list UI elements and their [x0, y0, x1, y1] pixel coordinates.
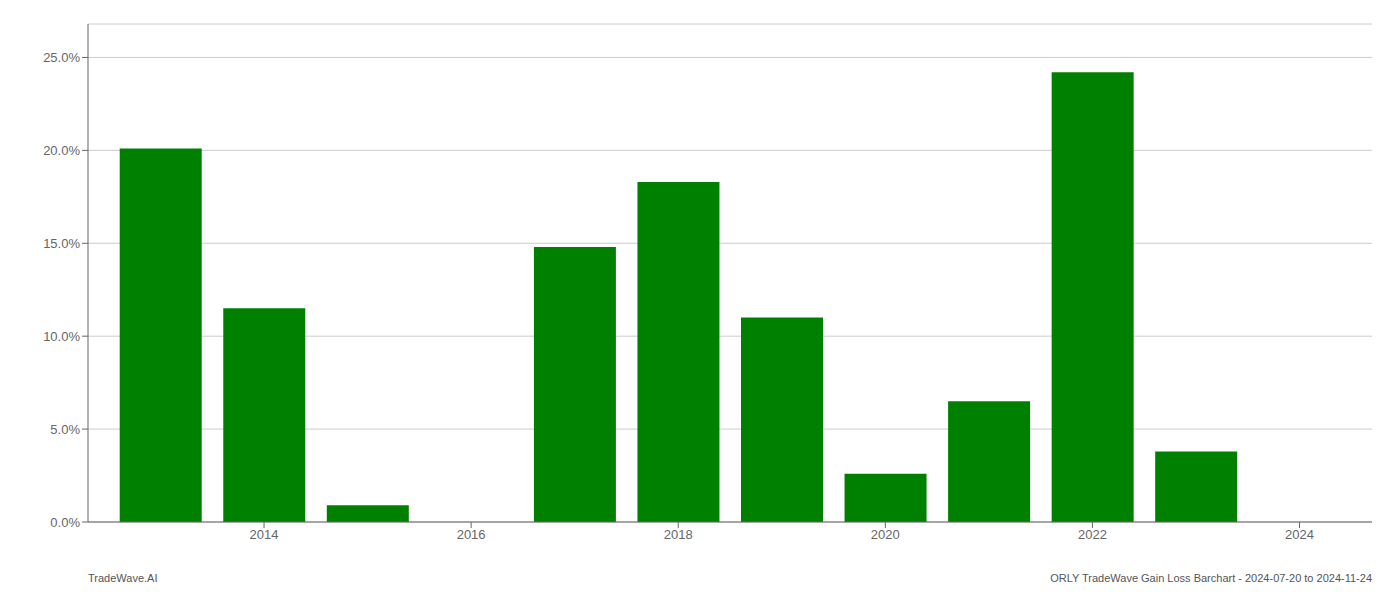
svg-text:2024: 2024	[1285, 527, 1314, 542]
html-text:ORLY TradeWave Gain Loss Barch: ORLY TradeWave Gain Loss Barchart - 2024…	[1050, 572, 1372, 584]
html-text:TradeWave.AI: TradeWave.AI	[88, 572, 158, 584]
svg-text:2016: 2016	[457, 527, 486, 542]
svg-text:25.0%: 25.0%	[43, 50, 80, 65]
svg-text:5.0%: 5.0%	[50, 422, 80, 437]
svg-text:2020: 2020	[871, 527, 900, 542]
svg-text:20.0%: 20.0%	[43, 143, 80, 158]
svg-text:2022: 2022	[1078, 527, 1107, 542]
svg-text:10.0%: 10.0%	[43, 329, 80, 344]
svg-text:2014: 2014	[250, 527, 279, 542]
svg-text:0.0%: 0.0%	[50, 515, 80, 530]
svg-text:15.0%: 15.0%	[43, 236, 80, 251]
svg-text:2018: 2018	[664, 527, 693, 542]
